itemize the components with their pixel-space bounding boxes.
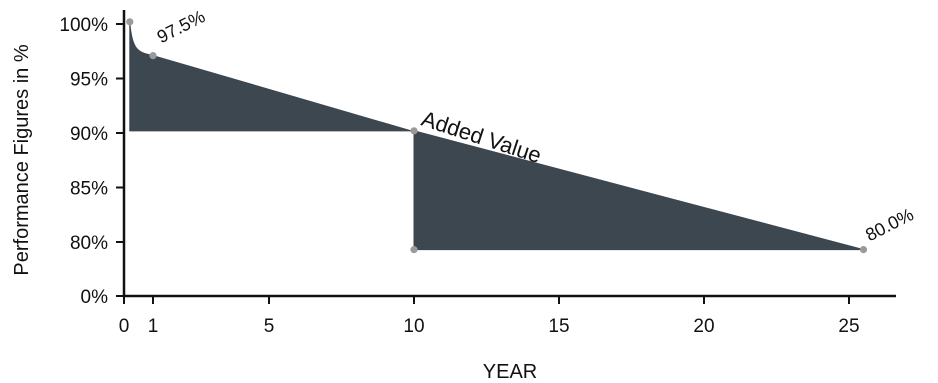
data-points	[126, 18, 868, 254]
y-tick-label: 90%	[70, 124, 108, 145]
area-added-value	[413, 130, 864, 251]
annotation-label: 80.0%	[862, 204, 917, 245]
data-point	[859, 246, 868, 254]
axes	[122, 10, 896, 298]
x-tick-label: 20	[693, 316, 714, 337]
annotation-label: 97.5%	[154, 6, 209, 47]
y-tick-label: 100%	[59, 15, 108, 36]
data-point	[126, 18, 134, 26]
y-tick-label: 80%	[70, 233, 108, 254]
data-point	[410, 246, 418, 254]
data-areas	[129, 21, 864, 251]
data-point	[149, 52, 157, 60]
x-tick-label: 0	[119, 316, 130, 337]
data-point	[410, 127, 418, 135]
x-axis-title: YEAR	[483, 361, 537, 383]
y-tick-label: 85%	[70, 179, 108, 200]
x-tick-label: 10	[403, 316, 424, 337]
area-initial-degradation	[129, 21, 412, 132]
y-axis-title: Performance Figures in %	[11, 44, 33, 275]
x-tick-label: 15	[548, 316, 569, 337]
ticks: 0 1 5 10 15 20 250%80%85%90%95%100%	[59, 15, 859, 337]
y-tick-label: 95%	[70, 70, 108, 91]
x-tick-label: 1	[148, 316, 159, 337]
x-tick-label: 25	[838, 316, 859, 337]
y-tick-label: 0%	[81, 287, 109, 308]
x-tick-label: 5	[264, 316, 275, 337]
